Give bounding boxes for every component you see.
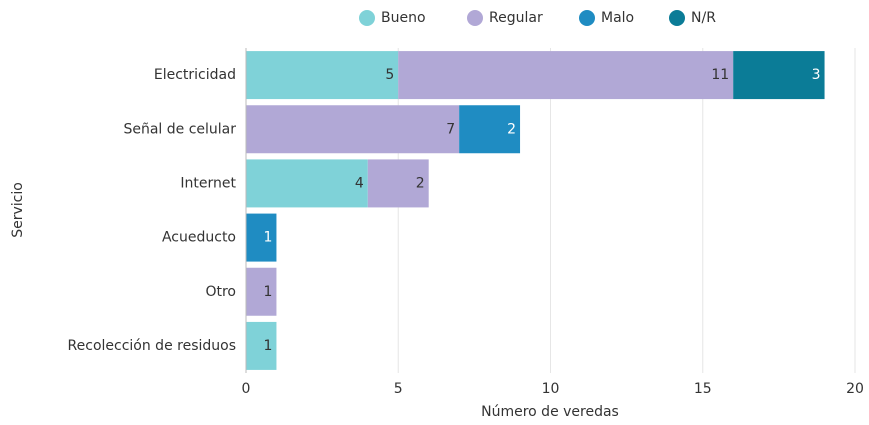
data-label: 1 <box>264 230 273 246</box>
data-label: 2 <box>416 175 425 191</box>
x-tick-label: 20 <box>846 381 864 397</box>
data-label: 1 <box>264 338 273 354</box>
y-axis-label: Servicio <box>10 182 26 238</box>
x-axis-label: Número de veredas <box>481 404 619 420</box>
bar-segment <box>246 159 368 208</box>
data-label: 1 <box>264 284 273 300</box>
legend-swatch <box>579 10 595 26</box>
x-tick-label: 0 <box>242 381 251 397</box>
bar-segment <box>246 51 399 100</box>
data-label: 5 <box>385 67 394 83</box>
data-label: 7 <box>446 121 455 137</box>
bar-segment <box>246 321 277 370</box>
y-tick-label: Electricidad <box>154 67 236 83</box>
bar-segment <box>367 159 429 208</box>
data-label: 2 <box>507 121 516 137</box>
y-tick-label: Acueducto <box>162 230 236 246</box>
y-tick-label: Otro <box>205 284 236 300</box>
legend-swatch <box>359 10 375 26</box>
legend-label: Bueno <box>381 10 426 26</box>
legend-label: Malo <box>601 10 634 26</box>
x-tick-label: 10 <box>542 381 560 397</box>
bar-segment <box>398 51 734 100</box>
bar-segment <box>246 213 277 262</box>
bar-segment <box>459 105 521 154</box>
bar-segment <box>733 51 825 100</box>
data-label: 3 <box>812 67 821 83</box>
legend-label: Regular <box>489 10 543 26</box>
legend-swatch <box>467 10 483 26</box>
y-tick-label: Internet <box>180 175 236 191</box>
data-label: 11 <box>711 67 729 83</box>
legend-swatch <box>669 10 685 26</box>
y-tick-label: Recolección de residuos <box>68 338 236 354</box>
bar-segment <box>246 267 277 316</box>
data-label: 4 <box>355 175 364 191</box>
bar-segment <box>246 105 460 154</box>
y-tick-label: Señal de celular <box>123 121 236 137</box>
x-tick-label: 5 <box>394 381 403 397</box>
x-tick-label: 15 <box>694 381 712 397</box>
legend-label: N/R <box>691 10 716 26</box>
